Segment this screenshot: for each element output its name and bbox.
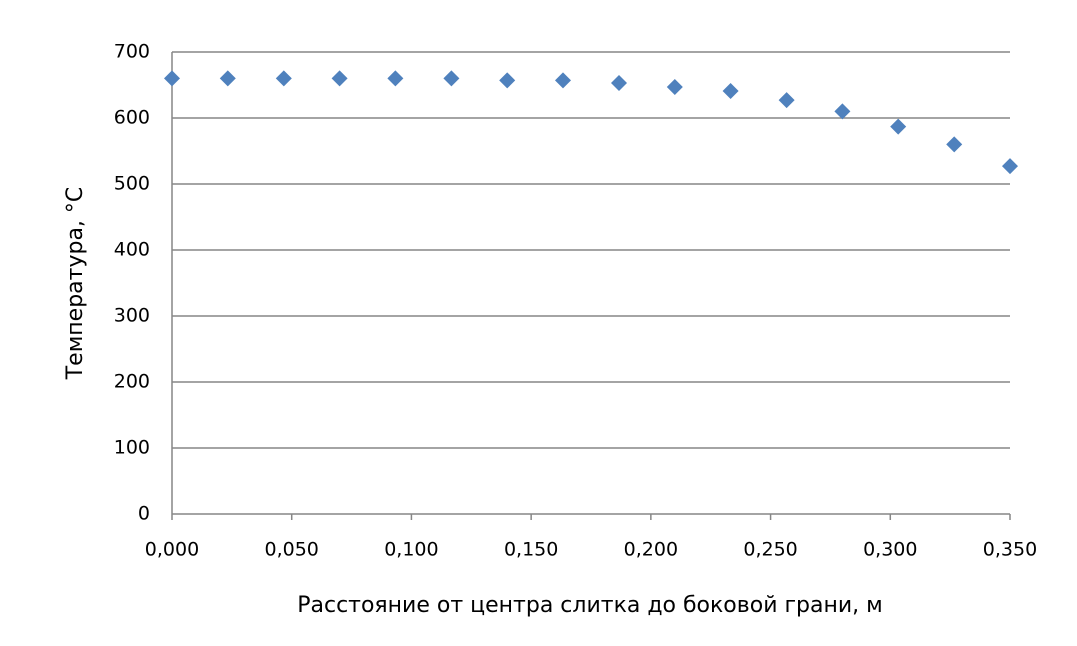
x-tick-label: 0,150 (504, 539, 558, 561)
data-point (778, 92, 795, 109)
data-point (219, 70, 236, 87)
x-tick-label: 0,250 (743, 539, 797, 561)
data-point (722, 82, 739, 99)
data-point (443, 70, 460, 87)
y-tick-label: 600 (114, 107, 150, 129)
data-point (946, 136, 963, 153)
y-tick-label: 400 (114, 239, 150, 261)
data-point (611, 75, 628, 92)
data-point (834, 103, 851, 120)
y-tick-label: 700 (114, 41, 150, 63)
x-tick-label: 0,100 (384, 539, 438, 561)
data-point (387, 70, 404, 87)
data-point (890, 118, 907, 135)
y-tick-label: 100 (114, 437, 150, 459)
data-point (554, 72, 571, 89)
data-point (499, 72, 516, 89)
y-axis-title: Температура, °С (63, 187, 88, 381)
x-tick-label: 0,050 (265, 539, 319, 561)
data-point (331, 70, 348, 87)
y-tick-label: 300 (114, 305, 150, 327)
x-tick-label: 0,000 (145, 539, 199, 561)
y-tick-label: 0 (138, 503, 150, 525)
y-tick-label: 500 (114, 173, 150, 195)
x-tick-label: 0,200 (624, 539, 678, 561)
data-point (275, 70, 292, 87)
x-tick-label: 0,300 (863, 539, 917, 561)
data-point (164, 70, 180, 87)
y-tick-label: 200 (114, 371, 150, 393)
x-tick-label: 0,350 (983, 539, 1037, 561)
x-axis-title: Расстояние от центра слитка до боковой г… (297, 593, 883, 618)
data-point (1002, 158, 1018, 175)
data-point (666, 78, 683, 95)
